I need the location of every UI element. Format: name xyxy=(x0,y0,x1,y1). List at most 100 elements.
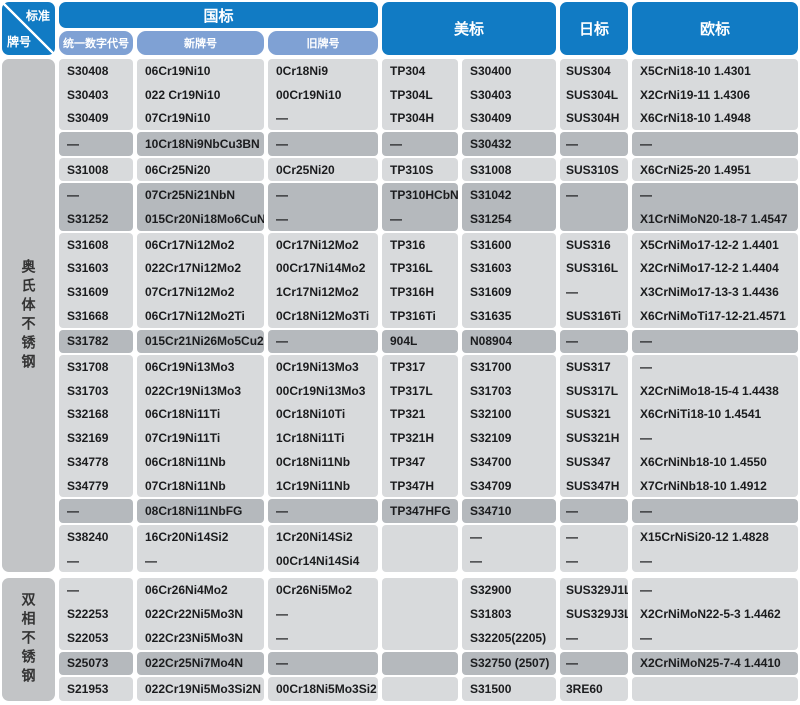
table-row: S31608 06Cr17Ni12Mo2 0Cr17Ni12Mo2 TP316 S316… xyxy=(59,232,798,257)
table-cell: S31609 xyxy=(59,280,133,304)
table-cell xyxy=(560,207,628,231)
table-cell: S31008 xyxy=(59,157,133,182)
table-cell: — xyxy=(560,525,628,549)
table-cell xyxy=(382,525,458,549)
table-cell: S31708 xyxy=(59,355,133,379)
table-cell: X5CrNiMo17-12-2 1.4401 xyxy=(632,232,798,257)
table-cell: TP347H xyxy=(382,473,458,498)
table-cell: — xyxy=(632,329,798,354)
table-cell: S34779 xyxy=(59,473,133,498)
table-cell: — xyxy=(632,499,798,524)
table-cell: 07Cr18Ni11Nb xyxy=(137,473,264,498)
table-cell xyxy=(382,548,458,573)
table-cell xyxy=(382,677,458,701)
table-cell: TP316H xyxy=(382,280,458,304)
table-row: S34779 07Cr18Ni11Nb 1Cr19Ni11Nb TP347H S3470… xyxy=(59,473,798,498)
table-cell: S31803 xyxy=(462,602,556,626)
corner-label-standard: 标准 xyxy=(25,9,50,23)
table-cell: X2CrNiMo18-15-4 1.4438 xyxy=(632,378,798,403)
table-row: S31008 06Cr25Ni20 0Cr25Ni20 TP310S S31008 SUS… xyxy=(59,157,798,182)
table-cell xyxy=(382,651,458,676)
table-cell: S34700 xyxy=(462,450,556,474)
table-cell: S30432 xyxy=(462,132,556,156)
table-cell: — xyxy=(59,548,133,573)
jp-header: 日标 xyxy=(560,2,628,55)
table-cell: 015Cr21Ni26Mo5Cu2 xyxy=(137,329,264,354)
table-cell: S31600 xyxy=(462,232,556,257)
table-cell: S38240 xyxy=(59,525,133,549)
table-cell: X2CrNi19-11 1.4306 xyxy=(632,82,798,107)
table-cell: S31252 xyxy=(59,207,133,231)
table-cell: — xyxy=(560,548,628,573)
table-cell: SUS347 xyxy=(560,450,628,474)
table-cell: 06Cr19Ni13Mo3 xyxy=(137,355,264,379)
gb-header-group: 国标 统一数字代号 新牌号 旧牌号 xyxy=(59,2,378,55)
table-cell: 022Cr17Ni12Mo2 xyxy=(137,256,264,281)
table-cell: S22253 xyxy=(59,602,133,626)
table-cell: — xyxy=(560,499,628,524)
table-cell: S31008 xyxy=(462,157,556,182)
table-cell: S31042 xyxy=(462,183,556,208)
table-cell: — xyxy=(59,132,133,156)
table-cell: 022Cr23Ni5Mo3N xyxy=(137,625,264,650)
table-row: S30408 06Cr19Ni10 0Cr18Ni9 TP304 S30400 SUS30… xyxy=(59,59,798,83)
table-cell xyxy=(382,578,458,603)
table-cell: SUS347H xyxy=(560,473,628,498)
table-cell: 06Cr25Ni20 xyxy=(137,157,264,182)
table-cell: 07Cr19Ni10 xyxy=(137,106,264,131)
table-row: S32169 07Cr19Ni11Ti 1Cr18Ni11Ti TP321H S3210… xyxy=(59,426,798,450)
table-cell: — xyxy=(59,578,133,603)
table-row: S22253 022Cr22Ni5Mo3N — S31803 SUS329J3L X2Cr… xyxy=(59,602,798,626)
table-cell: S31609 xyxy=(462,280,556,304)
table-cell: 06Cr17Ni12Mo2 xyxy=(137,232,264,257)
table-cell: SUS310S xyxy=(560,157,628,182)
table-cell: 00Cr18Ni5Mo3Si2 xyxy=(268,677,378,701)
table-cell: S30400 xyxy=(462,59,556,83)
table-row: S32168 06Cr18Ni11Ti 0Cr18Ni10Ti TP321 S32100… xyxy=(59,402,798,427)
table-cell: SUS329J1L xyxy=(560,578,628,603)
table-cell: S32169 xyxy=(59,426,133,450)
table-cell: X2CrNiMoN22-5-3 1.4462 xyxy=(632,602,798,626)
table-cell: TP304H xyxy=(382,106,458,131)
table-row: S31609 07Cr17Ni12Mo2 1Cr17Ni12Mo2 TP316H S31… xyxy=(59,280,798,304)
table-cell: 16Cr20Ni14Si2 xyxy=(137,525,264,549)
table-cell: TP321 xyxy=(382,402,458,427)
table-cell xyxy=(632,677,798,701)
table-cell: S31603 xyxy=(59,256,133,281)
table-cell: — xyxy=(560,651,628,676)
table-cell: SUS321 xyxy=(560,402,628,427)
table-cell: — xyxy=(137,548,264,573)
table-cell: 022Cr19Ni5Mo3Si2N xyxy=(137,677,264,701)
table-cell: X2CrNiMoN25-7-4 1.4410 xyxy=(632,651,798,676)
table-cell: X3CrNiMo17-13-3 1.4436 xyxy=(632,280,798,304)
table-cell: — xyxy=(268,329,378,354)
table-cell: S32205(2205) xyxy=(462,625,556,650)
table-row: — —00Cr14Ni14Si4— — — xyxy=(59,548,798,573)
table-cell: SUS317L xyxy=(560,378,628,403)
table-cell: S34778 xyxy=(59,450,133,474)
table-row: S31252 015Cr20Ni18Mo6CuN — — S31254 X1CrNiMoN… xyxy=(59,207,798,231)
table-cell: S34709 xyxy=(462,473,556,498)
table-cell: TP310S xyxy=(382,157,458,182)
table-cell: — xyxy=(632,625,798,650)
table-cell: — xyxy=(268,106,378,131)
table-cell: — xyxy=(632,132,798,156)
table-cell: 10Cr18Ni9NbCu3BN xyxy=(137,132,264,156)
table-cell: 00Cr14Ni14Si4 xyxy=(268,548,378,573)
table-cell: TP317 xyxy=(382,355,458,379)
table-row: S22053 022Cr23Ni5Mo3N — S32205(2205) — — xyxy=(59,625,798,650)
rows: S30408 06Cr19Ni10 0Cr18Ni9 TP304 S30400 SUS30… xyxy=(59,59,798,573)
table-cell: X6CrNiNb18-10 1.4550 xyxy=(632,450,798,474)
table-cell: — xyxy=(632,548,798,573)
table-cell: 07Cr17Ni12Mo2 xyxy=(137,280,264,304)
table-cell: 015Cr20Ni18Mo6CuN xyxy=(137,207,264,231)
table-cell: — xyxy=(560,280,628,304)
table-row: —10Cr18Ni9NbCu3BN — — S30432— — xyxy=(59,132,798,156)
table-cell: 0Cr18Ni11Nb xyxy=(268,450,378,474)
table-row: S31782 015Cr21Ni26Mo5Cu2—904L N08904— — xyxy=(59,329,798,354)
group-label: 双相不锈钢 xyxy=(2,578,55,701)
table-cell: S32109 xyxy=(462,426,556,450)
table-cell: 06Cr26Ni4Mo2 xyxy=(137,578,264,603)
table-cell: S32100 xyxy=(462,402,556,427)
